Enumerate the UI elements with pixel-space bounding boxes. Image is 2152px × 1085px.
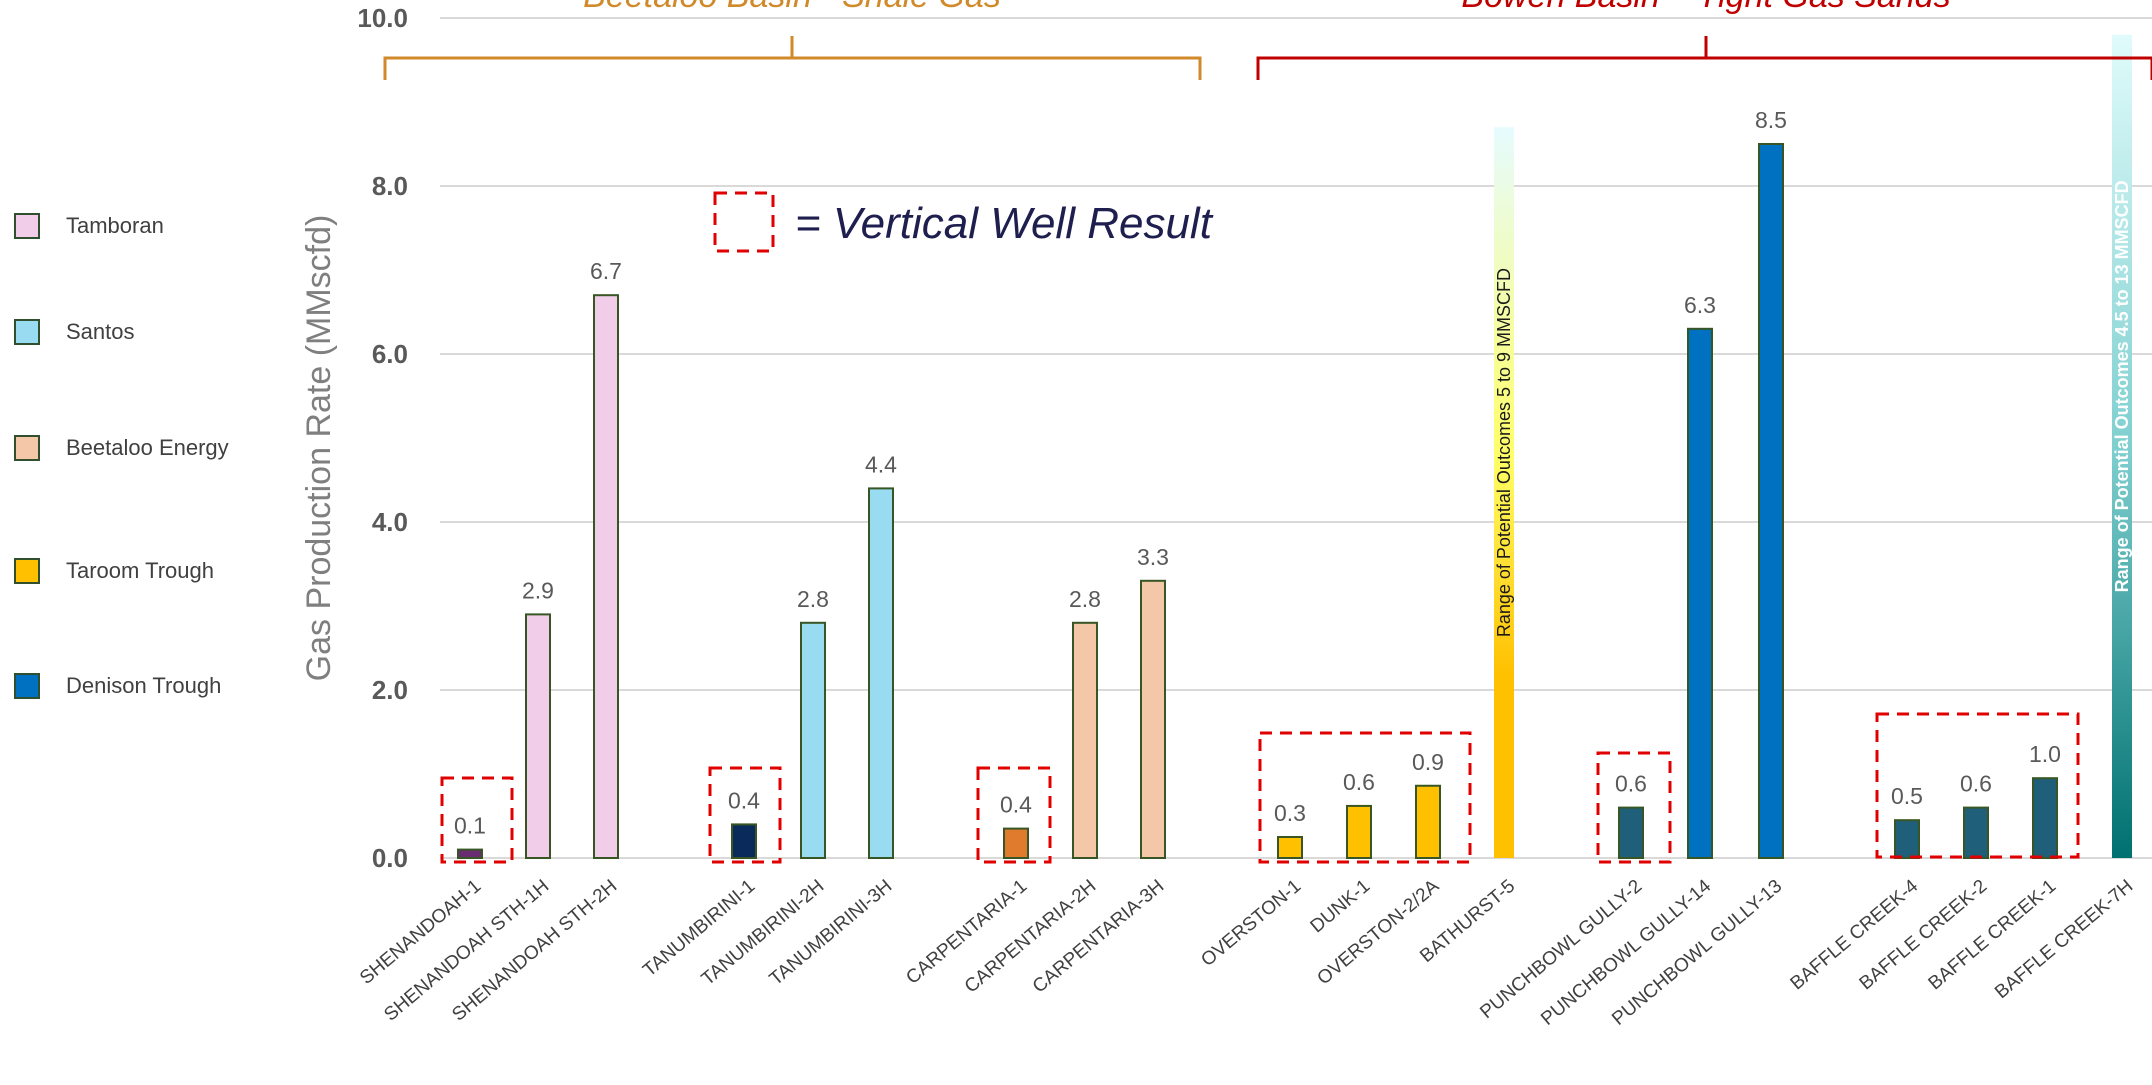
x-tick-label: BAFFLE CREEK-2 <box>1856 876 1992 995</box>
bar-value-label: 8.5 <box>1755 107 1787 133</box>
legend-item-taroom-trough: Taroom Trough <box>14 555 214 587</box>
x-tick-label: CARPENTARIA-1 <box>902 876 1031 989</box>
group-bracket <box>1256 36 2152 80</box>
legend-swatch-santos <box>14 319 40 345</box>
legend-label-denison-trough: Denison Trough <box>66 673 222 698</box>
bar-value-label: 6.3 <box>1684 292 1716 318</box>
vertical-well-box <box>708 766 782 864</box>
annotation-text: = Vertical Well Result <box>795 199 1214 248</box>
group-bracket <box>383 36 1202 80</box>
bar <box>1415 784 1441 860</box>
bar <box>1963 806 1989 859</box>
bar-value-label: 0.4 <box>1000 792 1032 818</box>
bar-value-label: 0.6 <box>1960 771 1992 797</box>
x-tick-label: OVERSTON-1 <box>1197 876 1305 971</box>
legend-item-tamboran: Tamboran <box>14 210 164 242</box>
legend-swatch-denison-trough <box>14 673 40 699</box>
bar <box>1894 819 1920 860</box>
bar <box>525 613 551 860</box>
bar-value-label: 2.8 <box>797 586 829 612</box>
y-tick-label: 0.0 <box>372 843 408 873</box>
bar <box>1758 143 1784 859</box>
bar <box>593 294 619 859</box>
y-tick-label: 4.0 <box>372 507 408 537</box>
y-tick-label: 10.0 <box>357 3 408 33</box>
vertical-well-box <box>1596 751 1672 864</box>
legend-item-beetaloo-energy: Beetaloo Energy <box>14 432 229 464</box>
x-tick-label: SHENANDOAH-1 <box>356 876 485 989</box>
bar-value-label: 2.9 <box>522 577 554 603</box>
group-label: Beetaloo Basin - Shale Gas <box>583 0 1001 15</box>
bar-value-label: 0.4 <box>728 787 760 813</box>
vertical-well-box <box>1875 712 2080 859</box>
bar <box>800 621 826 859</box>
vertical-well-box <box>1258 731 1472 864</box>
bar-value-label: 0.3 <box>1274 800 1306 826</box>
bar <box>2032 777 2058 860</box>
bar-value-label: 0.6 <box>1343 769 1375 795</box>
bar <box>1346 804 1372 859</box>
bar-value-label: 3.3 <box>1137 544 1169 570</box>
legend-swatch-taroom-trough <box>14 558 40 584</box>
y-tick-label: 2.0 <box>372 675 408 705</box>
y-axis-title: Gas Production Rate (MMscfd) <box>300 215 338 682</box>
x-tick-label: TANUMBIRINI-1 <box>639 876 759 981</box>
annotation-key-box <box>713 191 775 253</box>
y-tick-label: 8.0 <box>372 171 408 201</box>
legend-swatch-tamboran <box>14 213 40 239</box>
bar <box>868 487 894 859</box>
bar <box>1072 621 1098 859</box>
range-bar <box>2112 34 2132 859</box>
legend-label-tamboran: Tamboran <box>66 213 164 238</box>
bar <box>1140 579 1166 859</box>
range-bar <box>1494 127 1514 858</box>
bar-value-label: 4.4 <box>865 451 897 477</box>
group-label: Bowen Basin – Tight Gas Sands <box>1461 0 1950 15</box>
x-tick-label: BAFFLE CREEK-1 <box>1925 876 2061 995</box>
range-label: Range of Potential Outcomes 5 to 9 MMSCF… <box>1494 268 1514 637</box>
bar-value-label: 1.0 <box>2029 741 2061 767</box>
vertical-well-box <box>976 766 1052 864</box>
x-tick-label: OVERSTON-2/2A <box>1314 876 1444 990</box>
bar <box>1687 327 1713 859</box>
x-tick-label: TANUMBIRINI-2H <box>698 876 828 990</box>
legend-label-taroom-trough: Taroom Trough <box>66 558 214 583</box>
bar-value-label: 0.1 <box>454 813 486 839</box>
bar-value-label: 0.9 <box>1412 749 1444 775</box>
legend-label-santos: Santos <box>66 319 135 344</box>
x-tick-label: CARPENTARIA-3H <box>1029 876 1168 998</box>
bar <box>1277 836 1303 859</box>
range-label: Range of Potential Outcomes 4.5 to 13 MM… <box>2112 180 2132 592</box>
legend-item-denison-trough: Denison Trough <box>14 670 221 702</box>
bar <box>1003 827 1029 859</box>
vertical-well-box <box>440 776 514 864</box>
bar-value-label: 0.5 <box>1891 783 1923 809</box>
y-tick-label: 6.0 <box>372 339 408 369</box>
x-tick-label: BAFFLE CREEK-4 <box>1787 875 1923 994</box>
legend-item-santos: Santos <box>14 316 135 348</box>
bar <box>457 848 483 859</box>
bar <box>1618 806 1644 859</box>
x-tick-label: DUNK-1 <box>1307 876 1375 938</box>
x-tick-label: TANUMBIRINI-3H <box>766 876 896 990</box>
legend-swatch-beetaloo-energy <box>14 435 40 461</box>
chart-legend: Tamboran Santos Beetaloo Energy Taroom T… <box>14 210 254 730</box>
legend-label-beetaloo-energy: Beetaloo Energy <box>66 435 229 460</box>
bar-value-label: 6.7 <box>590 258 622 284</box>
bar-value-label: 0.6 <box>1615 771 1647 797</box>
bar-value-label: 2.8 <box>1069 586 1101 612</box>
x-tick-label: BAFFLE CREEK-7H <box>1991 876 2137 1003</box>
bar <box>731 823 757 860</box>
